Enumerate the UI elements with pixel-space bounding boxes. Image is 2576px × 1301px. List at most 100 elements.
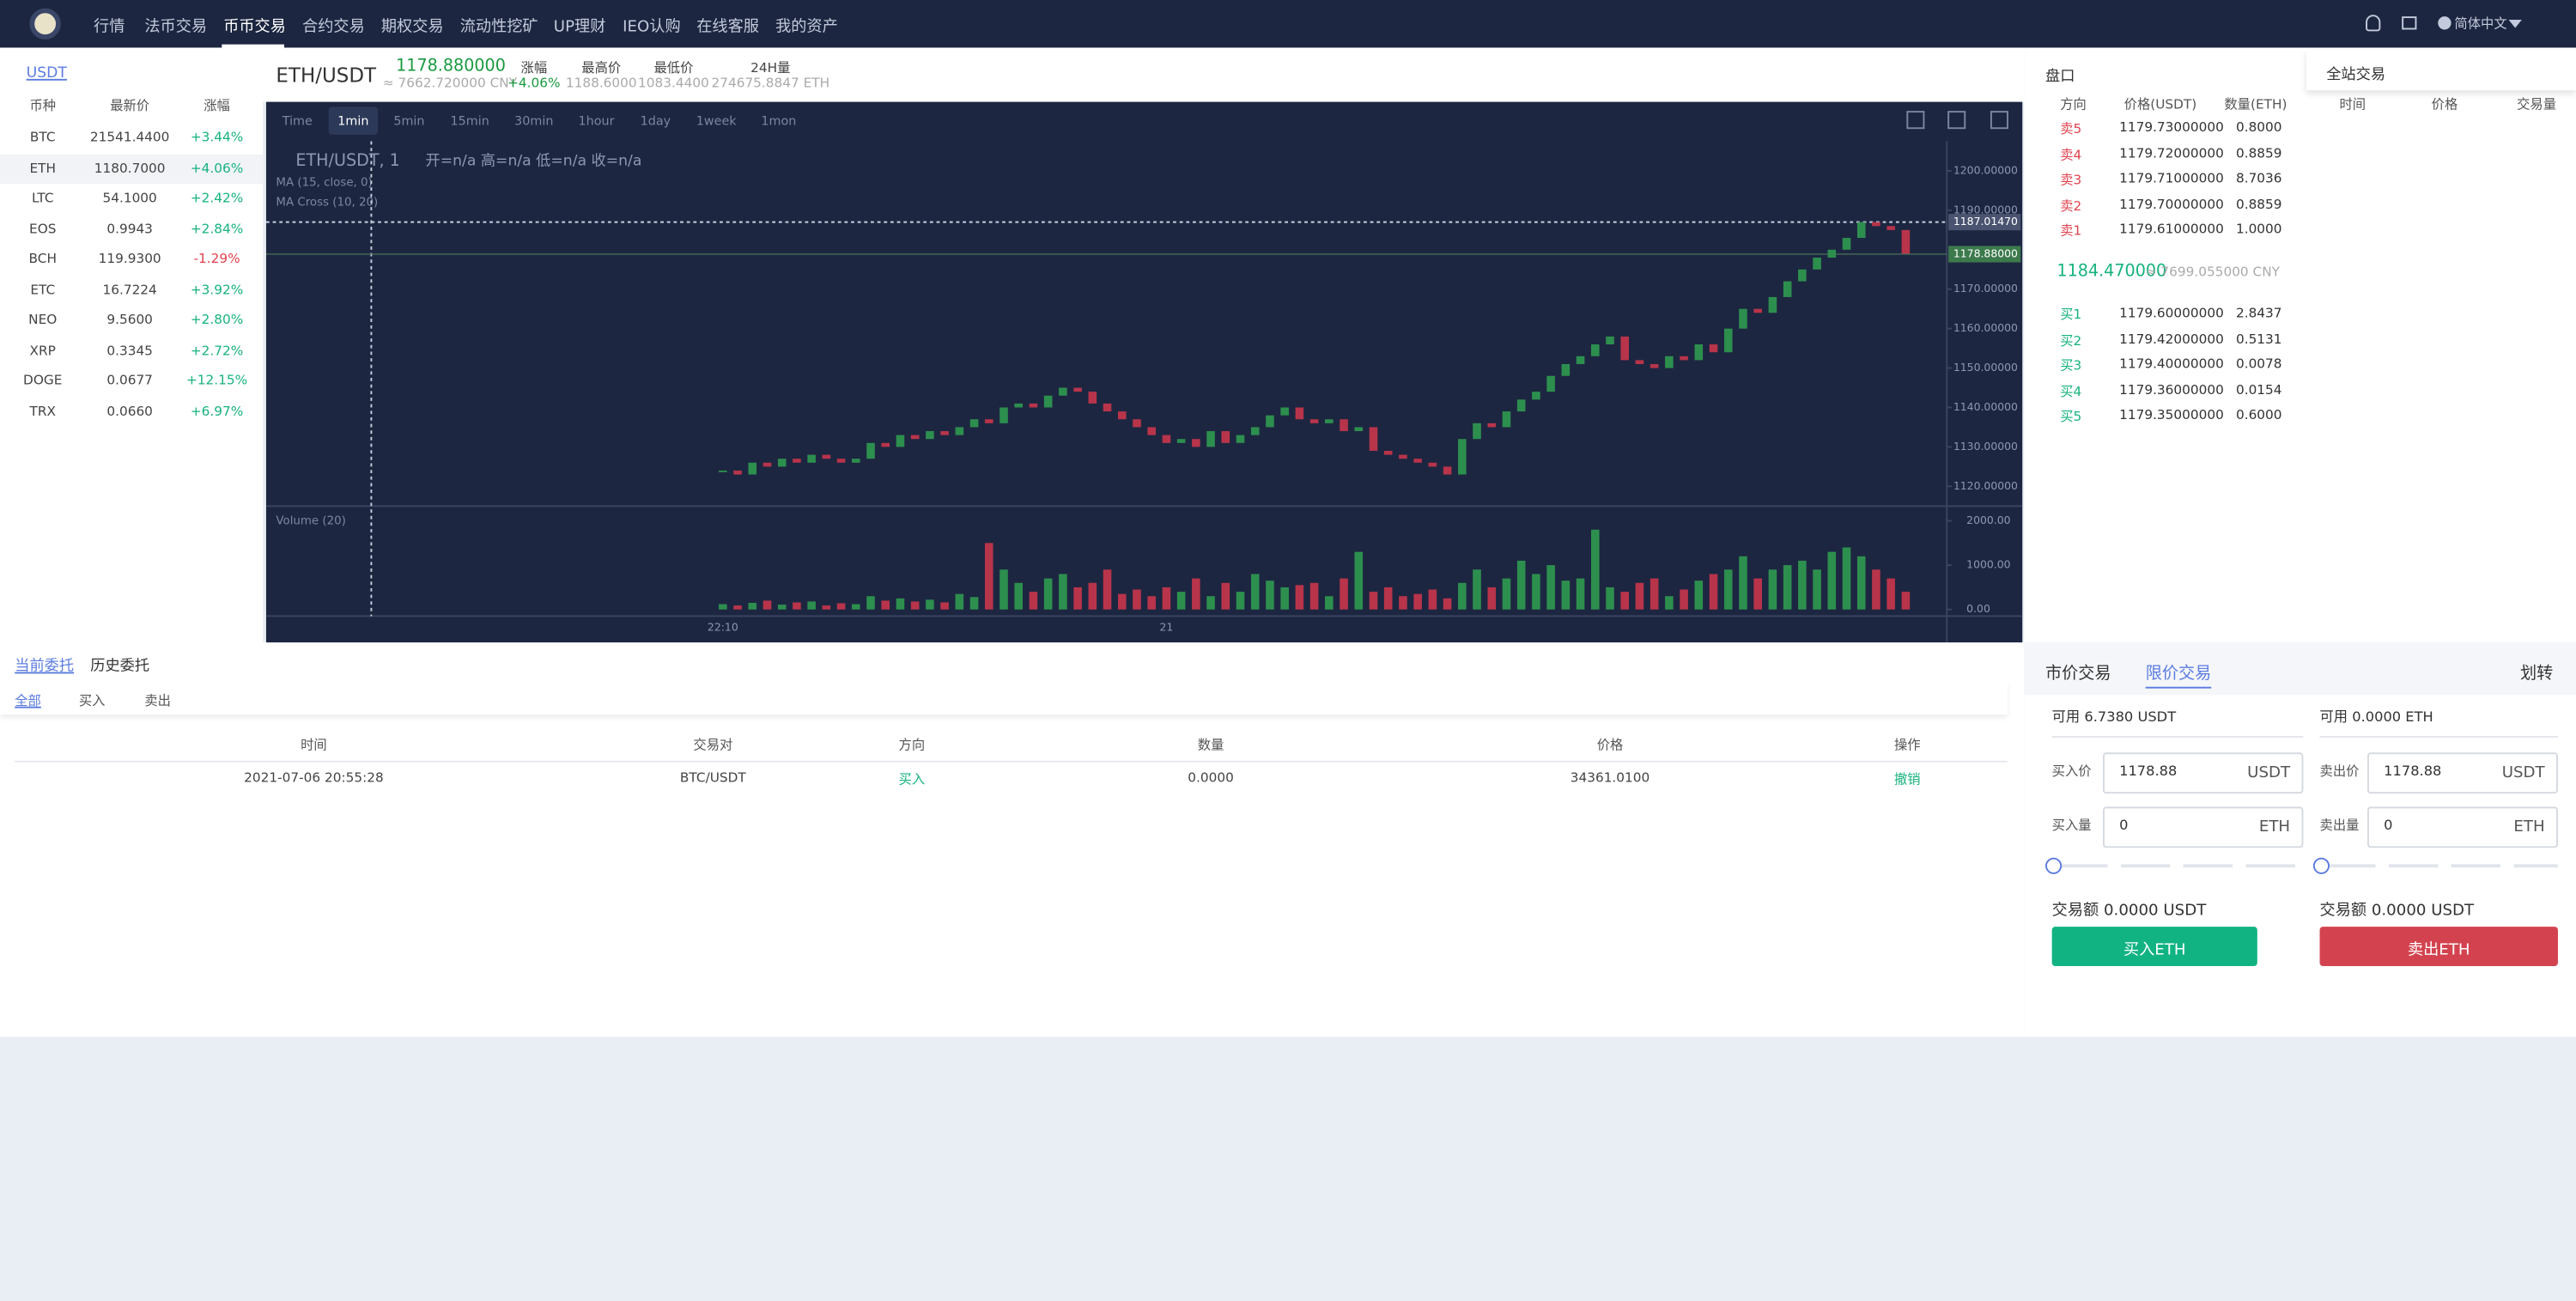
market-price[interactable]: 119.9300 — [98, 251, 161, 266]
chart-tool[interactable] — [1947, 111, 1966, 130]
chart-tool[interactable] — [1906, 111, 1925, 130]
market-price[interactable]: 0.9943 — [106, 221, 153, 236]
candle — [1516, 399, 1526, 412]
interval[interactable]: 1day — [641, 115, 671, 129]
market-price[interactable]: 9.5600 — [106, 312, 153, 327]
market-price[interactable]: 16.7224 — [102, 282, 157, 297]
market-symbol[interactable]: TRX — [29, 403, 56, 418]
legend-ohlc: 开=n/a 高=n/a 低=n/a 收=n/a — [426, 153, 642, 170]
volume-bar — [1680, 589, 1688, 610]
market-symbol[interactable]: ETH — [29, 160, 57, 175]
interval[interactable]: Time — [282, 115, 313, 129]
ob-price: 1179.36000000 — [2119, 381, 2224, 398]
language[interactable]: 简体中文 — [2454, 16, 2507, 32]
market-change[interactable]: +3.92% — [190, 282, 244, 297]
volume-bar — [1103, 569, 1112, 610]
trades-title[interactable]: 全站交易 — [2326, 67, 2386, 84]
volume-bar — [1354, 551, 1364, 610]
trade-button[interactable]: 买入ETH — [2051, 927, 2257, 967]
input-box[interactable] — [2367, 752, 2558, 794]
candle — [1709, 344, 1718, 353]
market-symbol[interactable]: DOGE — [23, 373, 63, 388]
nav-item[interactable]: IEO认购 — [623, 18, 681, 37]
market-change[interactable]: +2.80% — [190, 312, 244, 327]
market-symbol[interactable]: XRP — [29, 342, 56, 358]
orders-header: 方向 — [898, 738, 926, 753]
market-change[interactable]: +6.97% — [190, 403, 244, 418]
orders-tab[interactable]: 历史委托 — [90, 659, 150, 676]
interval[interactable]: 5min — [393, 115, 424, 129]
candle — [733, 470, 742, 475]
input-box[interactable] — [2102, 752, 2304, 794]
orders-filter[interactable]: 卖出 — [144, 693, 171, 708]
candle — [1088, 392, 1097, 404]
market-change[interactable]: +4.06% — [190, 160, 244, 175]
market-price[interactable]: 0.3345 — [106, 342, 153, 358]
interval[interactable]: 1week — [696, 115, 737, 129]
trade-tab[interactable]: 市价交易 — [2045, 665, 2111, 684]
market-change[interactable]: -1.29% — [193, 251, 240, 266]
orders-filter[interactable]: 买入 — [78, 693, 106, 708]
nav-item[interactable]: 在线客服 — [696, 18, 759, 37]
nav-item[interactable]: 期权交易 — [380, 18, 444, 37]
market-price[interactable]: 21541.4400 — [89, 130, 170, 145]
interval[interactable]: 15min — [451, 115, 489, 129]
orders-tab[interactable]: 当前委托 — [15, 659, 75, 676]
candle — [1502, 411, 1511, 428]
ticker-bar — [263, 47, 2025, 102]
market-tab[interactable]: USDT — [26, 65, 67, 82]
nav-item[interactable]: 流动性挖矿 — [459, 18, 538, 37]
chart-tool[interactable] — [1990, 111, 2008, 130]
y-tick-label: 1160.00000 — [1953, 321, 2018, 334]
candle — [1901, 229, 1911, 254]
nav-item[interactable]: 合约交易 — [302, 18, 365, 37]
market-symbol[interactable]: BTC — [29, 130, 56, 145]
volume-bar — [1206, 596, 1215, 610]
market-change[interactable]: +2.72% — [190, 342, 244, 358]
volume-bar — [910, 601, 920, 610]
mid-cny: ≈ 7699.055000 CNY — [2145, 264, 2281, 280]
slider-knob[interactable] — [2045, 857, 2063, 874]
market-symbol[interactable]: BCH — [28, 251, 57, 266]
user-icon[interactable] — [2366, 15, 2381, 32]
market-price[interactable]: 0.0677 — [106, 373, 153, 388]
interval[interactable]: 1mon — [761, 115, 796, 129]
input-box[interactable] — [2367, 806, 2558, 848]
interval[interactable]: 1hour — [579, 115, 615, 129]
nav-item[interactable]: 我的资产 — [775, 18, 838, 37]
slider-knob[interactable] — [2312, 857, 2330, 874]
market-change[interactable]: +2.84% — [190, 221, 244, 236]
trade-tab[interactable]: 限价交易 — [2145, 665, 2212, 684]
nav-item[interactable]: 法币交易 — [144, 18, 208, 37]
orders-cell[interactable]: 撤销 — [1894, 772, 1921, 787]
market-change[interactable]: +12.15% — [185, 373, 248, 388]
input-box[interactable] — [2102, 806, 2304, 848]
market-change[interactable]: +3.44% — [190, 130, 244, 145]
cross-label-bg — [1948, 214, 2021, 231]
transfer[interactable]: 划转 — [2519, 665, 2554, 684]
nav-item[interactable]: 行情 — [94, 18, 125, 37]
market-symbol[interactable]: LTC — [31, 190, 54, 206]
nav-item[interactable]: 币币交易 — [223, 18, 286, 37]
candle — [1192, 439, 1200, 447]
market-symbol[interactable]: EOS — [29, 221, 57, 236]
volume-bar — [1694, 581, 1704, 610]
volume-bar — [1443, 598, 1452, 610]
volume-bar — [1088, 582, 1097, 610]
trade-button[interactable]: 卖出ETH — [2319, 927, 2558, 967]
input-unit: USDT — [2501, 763, 2545, 782]
interval[interactable]: 1min — [337, 115, 368, 129]
market-price[interactable]: 1180.7000 — [94, 160, 166, 175]
volume-bar — [1458, 582, 1467, 610]
sound-icon[interactable] — [2402, 16, 2417, 30]
orders-filter[interactable]: 全部 — [15, 693, 41, 708]
market-price[interactable]: 54.1000 — [102, 190, 157, 206]
input-unit: USDT — [2247, 763, 2291, 782]
candle — [1798, 269, 1807, 282]
market-symbol[interactable]: NEO — [28, 312, 58, 327]
market-price[interactable]: 0.0660 — [106, 403, 153, 418]
nav-item[interactable]: UP理财 — [553, 18, 606, 37]
interval[interactable]: 30min — [514, 115, 553, 129]
market-symbol[interactable]: ETC — [30, 282, 56, 297]
market-change[interactable]: +2.42% — [190, 190, 244, 206]
